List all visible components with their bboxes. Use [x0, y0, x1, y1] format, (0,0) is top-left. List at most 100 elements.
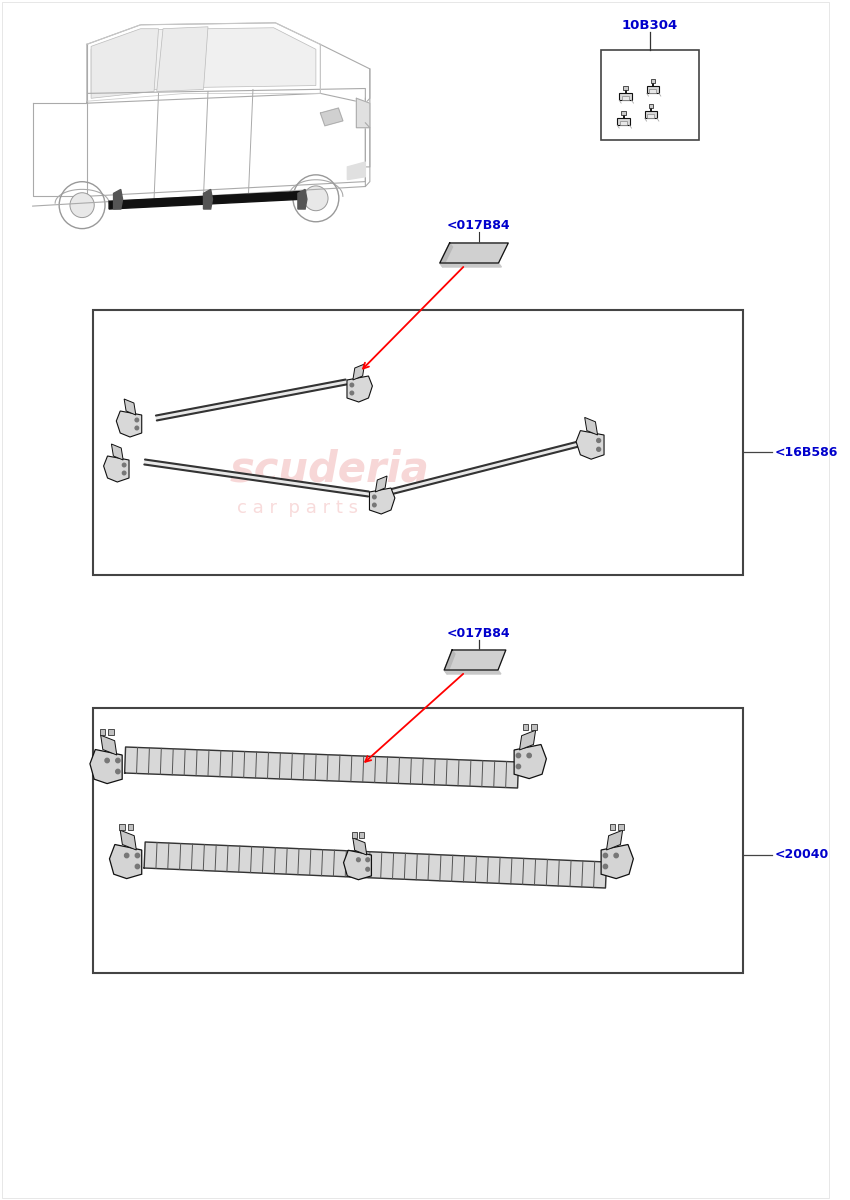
Text: scuderia: scuderia [230, 834, 429, 876]
Polygon shape [356, 98, 370, 127]
Bar [620, 121, 627, 125]
Polygon shape [116, 410, 142, 437]
Bar [624, 830, 643, 850]
Circle shape [597, 438, 601, 443]
Circle shape [516, 754, 520, 757]
Bar [507, 434, 526, 455]
Bar [565, 455, 585, 475]
Text: c a r  p a r t s: c a r p a r t s [236, 499, 358, 517]
Circle shape [350, 391, 354, 395]
Polygon shape [445, 650, 506, 670]
Circle shape [303, 186, 328, 211]
Circle shape [604, 853, 608, 858]
Polygon shape [352, 833, 356, 838]
Polygon shape [298, 190, 307, 209]
Polygon shape [156, 379, 347, 420]
Polygon shape [609, 823, 615, 830]
Polygon shape [109, 191, 303, 209]
Bar [649, 104, 653, 108]
Circle shape [597, 448, 601, 451]
Polygon shape [203, 190, 212, 209]
Circle shape [135, 426, 139, 430]
Bar [643, 455, 663, 475]
Bar [604, 494, 624, 515]
Text: <017B84: <017B84 [447, 218, 511, 232]
Polygon shape [100, 736, 116, 755]
Bar [585, 870, 604, 890]
Bar [604, 890, 624, 910]
Bar [507, 910, 526, 930]
Polygon shape [91, 29, 159, 98]
Polygon shape [445, 650, 455, 674]
Circle shape [614, 853, 618, 858]
Polygon shape [125, 748, 518, 788]
Circle shape [516, 764, 520, 769]
Circle shape [122, 463, 126, 467]
Bar [526, 455, 546, 475]
Polygon shape [347, 376, 372, 402]
Circle shape [105, 758, 110, 763]
Polygon shape [99, 728, 105, 736]
Bar [585, 434, 604, 455]
Bar [620, 94, 632, 101]
Circle shape [527, 754, 531, 757]
Circle shape [604, 864, 608, 869]
Bar [526, 890, 546, 910]
Polygon shape [353, 838, 366, 854]
Bar [585, 910, 604, 930]
Bar [565, 494, 585, 515]
Bar [546, 475, 565, 494]
Bar [565, 890, 585, 910]
Bar [585, 475, 604, 494]
Bar [507, 830, 526, 850]
Bar [565, 850, 585, 870]
Bar [585, 515, 604, 535]
Bar [546, 910, 565, 930]
Circle shape [124, 853, 129, 858]
Polygon shape [348, 162, 366, 180]
Bar [546, 434, 565, 455]
Polygon shape [91, 28, 316, 94]
Text: 10B304: 10B304 [622, 19, 678, 32]
Polygon shape [353, 364, 365, 380]
Bar [647, 86, 659, 94]
Bar [624, 910, 643, 930]
Text: <017B84: <017B84 [447, 626, 511, 640]
Bar [624, 434, 643, 455]
Polygon shape [618, 823, 624, 830]
Circle shape [70, 193, 94, 217]
Circle shape [135, 864, 139, 869]
Circle shape [372, 503, 376, 506]
Polygon shape [576, 431, 604, 460]
Bar [645, 112, 657, 119]
Polygon shape [376, 476, 387, 492]
Bar [604, 455, 624, 475]
Polygon shape [370, 488, 395, 514]
Polygon shape [519, 730, 536, 750]
Polygon shape [90, 750, 122, 784]
Polygon shape [439, 263, 501, 266]
Bar [585, 830, 604, 850]
Bar [621, 110, 626, 114]
Bar [617, 119, 630, 126]
Polygon shape [531, 724, 536, 730]
Polygon shape [156, 26, 208, 91]
Bar [643, 850, 663, 870]
Polygon shape [445, 670, 501, 674]
Bar [507, 515, 526, 535]
Bar [649, 89, 656, 92]
Polygon shape [601, 845, 633, 878]
Text: c a r  p a r t s: c a r p a r t s [236, 884, 358, 902]
Polygon shape [514, 744, 547, 779]
Bar [604, 850, 624, 870]
Polygon shape [439, 242, 508, 263]
Polygon shape [386, 436, 603, 496]
Bar [643, 890, 663, 910]
Bar [624, 475, 643, 494]
Bar [648, 114, 654, 118]
Polygon shape [585, 418, 598, 434]
Circle shape [116, 758, 120, 763]
Circle shape [372, 496, 376, 499]
Bar [624, 515, 643, 535]
Bar [546, 830, 565, 850]
